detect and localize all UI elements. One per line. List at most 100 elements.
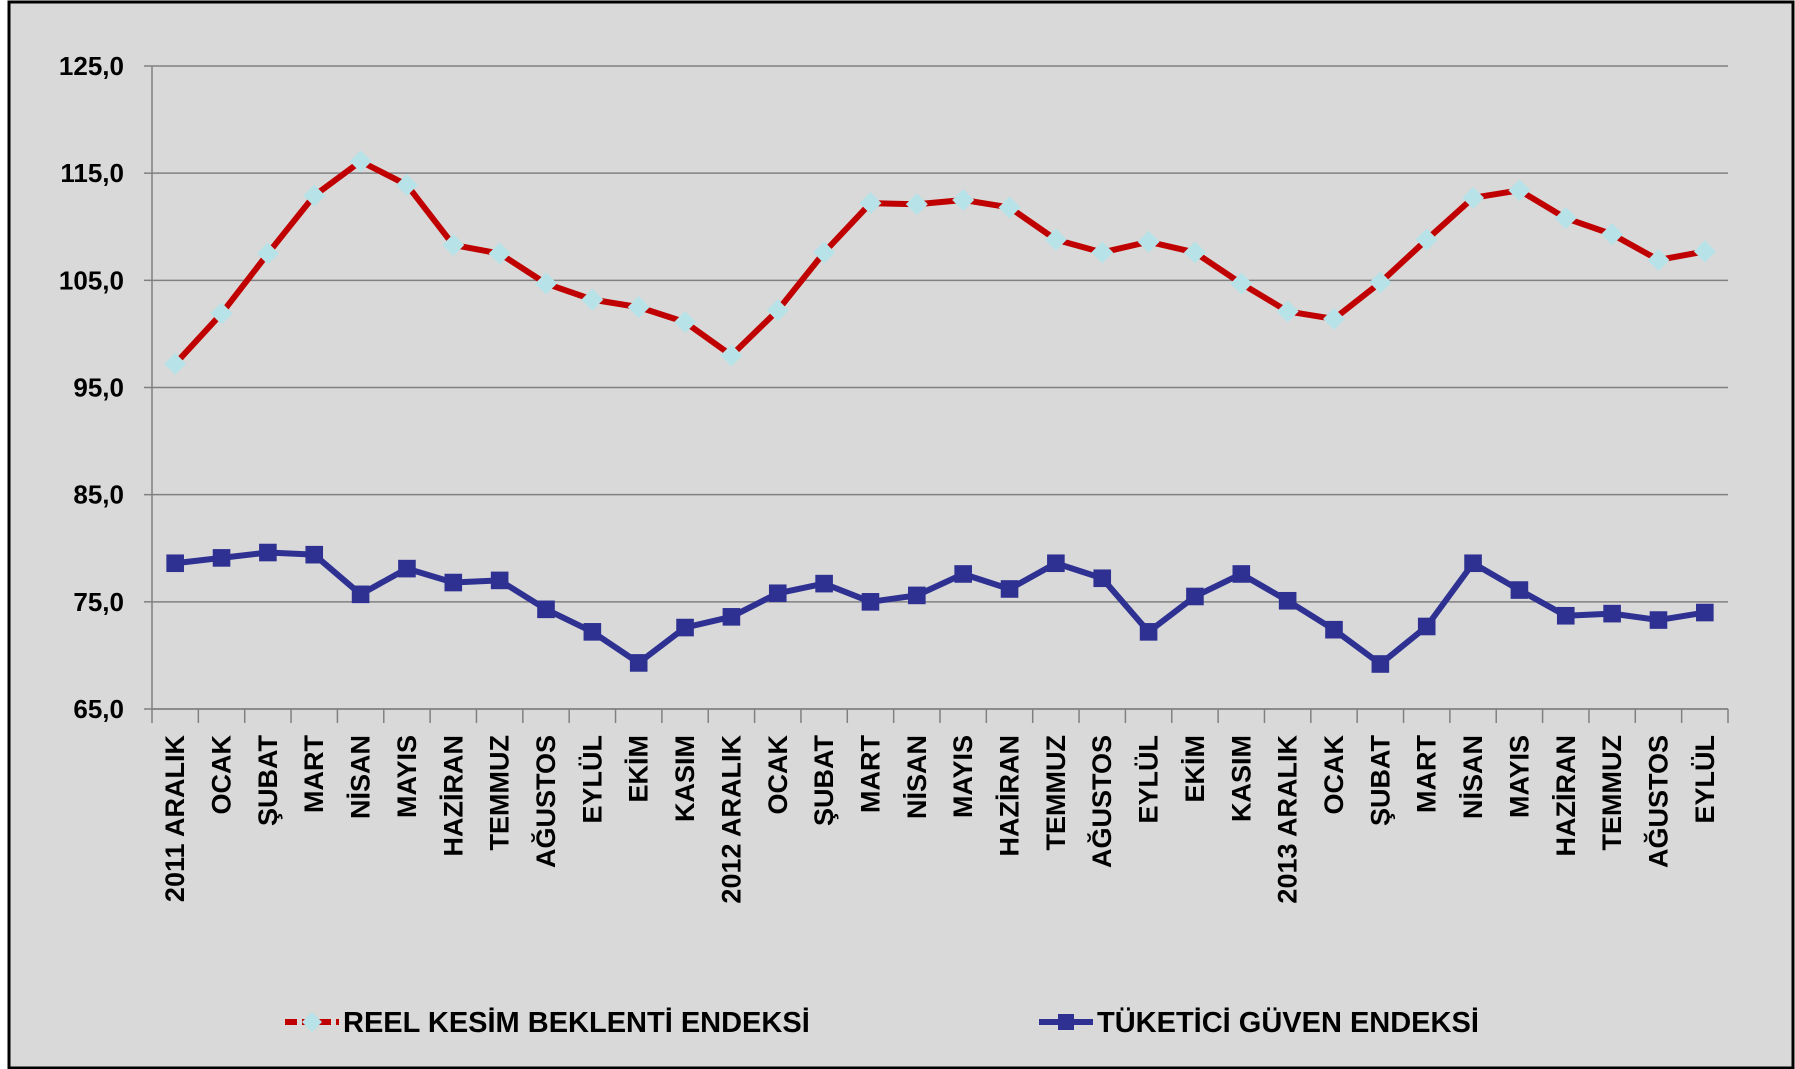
marker bbox=[1047, 554, 1065, 573]
marker bbox=[627, 296, 650, 319]
marker bbox=[535, 272, 557, 295]
marker bbox=[164, 352, 187, 375]
marker bbox=[256, 242, 279, 265]
marker bbox=[1325, 620, 1343, 639]
marker bbox=[1693, 240, 1716, 263]
x-tick-label: NİSAN bbox=[1458, 735, 1488, 819]
marker bbox=[210, 302, 233, 325]
y-tick-label: 95,0 bbox=[73, 373, 124, 403]
x-tick-label: KASIM bbox=[670, 735, 700, 822]
marker bbox=[1696, 603, 1714, 622]
marker bbox=[998, 196, 1021, 219]
x-tick-label: EYLÜL bbox=[1690, 735, 1720, 824]
x-tick-label: KASIM bbox=[1226, 735, 1256, 822]
marker bbox=[1058, 1014, 1074, 1030]
marker bbox=[398, 559, 416, 578]
x-tick-label: OCAK bbox=[1319, 735, 1349, 815]
x-tick-label: EYLÜL bbox=[577, 735, 607, 824]
x-tick-label: TEMMUZ bbox=[485, 735, 515, 850]
x-tick-label: HAZİRAN bbox=[438, 735, 468, 857]
x-tick-label: 2013 ARALIK bbox=[1273, 735, 1303, 904]
marker bbox=[1139, 623, 1158, 641]
x-tick-label: HAZİRAN bbox=[1551, 735, 1581, 857]
marker bbox=[303, 184, 326, 207]
x-tick-label: TEMMUZ bbox=[1597, 735, 1627, 850]
marker bbox=[768, 584, 787, 603]
marker bbox=[537, 600, 555, 619]
x-tick-label: HAZİRAN bbox=[995, 735, 1025, 857]
marker bbox=[905, 193, 928, 216]
marker bbox=[1137, 230, 1160, 253]
marker bbox=[1649, 611, 1668, 629]
x-tick-label: TEMMUZ bbox=[1041, 735, 1071, 850]
marker bbox=[212, 549, 231, 567]
marker bbox=[1232, 565, 1251, 583]
marker bbox=[302, 1012, 322, 1032]
marker bbox=[1186, 587, 1204, 606]
marker bbox=[1647, 248, 1670, 271]
marker bbox=[1464, 554, 1482, 573]
x-tick-label: AĞUSTOS bbox=[1086, 735, 1117, 868]
marker bbox=[1323, 307, 1345, 330]
marker bbox=[1417, 617, 1436, 636]
marker bbox=[395, 173, 418, 196]
y-tick-label: 65,0 bbox=[73, 694, 124, 724]
marker bbox=[908, 586, 926, 605]
marker bbox=[1278, 591, 1297, 610]
x-tick-label: EKİM bbox=[1180, 735, 1210, 803]
x-tick-label: NİSAN bbox=[346, 735, 376, 819]
marker bbox=[259, 543, 277, 562]
marker bbox=[1044, 228, 1067, 251]
marker bbox=[813, 241, 836, 264]
x-tick-label: NİSAN bbox=[902, 735, 932, 819]
x-tick-label: ŞUBAT bbox=[1365, 734, 1395, 826]
marker bbox=[766, 299, 789, 322]
x-tick-label: MAYIS bbox=[392, 735, 422, 818]
marker bbox=[490, 571, 509, 590]
x-tick-label: OCAK bbox=[207, 735, 237, 815]
marker bbox=[1091, 241, 1114, 264]
y-tick-label: 125,0 bbox=[59, 51, 124, 81]
x-tick-label: OCAK bbox=[763, 735, 793, 815]
marker bbox=[351, 585, 370, 604]
chart-background bbox=[7, 0, 1795, 1069]
marker bbox=[349, 150, 372, 173]
marker bbox=[952, 188, 975, 211]
marker bbox=[1371, 655, 1390, 673]
x-tick-label: EKİM bbox=[624, 735, 654, 803]
y-tick-label: 85,0 bbox=[73, 480, 124, 510]
y-tick-label: 75,0 bbox=[73, 587, 124, 617]
marker bbox=[859, 192, 882, 215]
marker bbox=[676, 618, 694, 637]
x-tick-label: MART bbox=[299, 734, 329, 812]
marker bbox=[1510, 581, 1529, 599]
x-tick-label: EYLÜL bbox=[1134, 735, 1164, 824]
marker bbox=[1603, 604, 1621, 623]
x-tick-label: MART bbox=[855, 734, 885, 812]
marker bbox=[1369, 271, 1392, 294]
x-tick-label: 2012 ARALIK bbox=[716, 735, 746, 904]
marker bbox=[722, 608, 741, 626]
legend-label: REEL KESİM BEKLENTİ ENDEKSİ bbox=[343, 1007, 810, 1039]
marker bbox=[583, 623, 602, 641]
y-tick-label: 115,0 bbox=[60, 158, 124, 188]
marker bbox=[1230, 272, 1253, 295]
marker bbox=[1601, 223, 1624, 246]
x-tick-label: AĞUSTOS bbox=[530, 735, 561, 868]
marker bbox=[488, 242, 511, 265]
legend-label: TÜKETİCİ GÜVEN ENDEKSİ bbox=[1097, 1006, 1479, 1039]
x-tick-label: ŞUBAT bbox=[253, 734, 283, 826]
series-line bbox=[174, 549, 1706, 667]
marker bbox=[1183, 241, 1206, 264]
marker bbox=[815, 574, 833, 593]
marker bbox=[442, 233, 465, 256]
x-tick-label: MAYIS bbox=[948, 735, 978, 818]
marker bbox=[581, 288, 604, 311]
marker bbox=[1508, 179, 1531, 202]
marker bbox=[1415, 228, 1438, 251]
x-tick-label: MART bbox=[1412, 734, 1442, 812]
marker bbox=[1000, 580, 1019, 598]
marker bbox=[1093, 569, 1112, 588]
marker bbox=[1554, 207, 1577, 230]
